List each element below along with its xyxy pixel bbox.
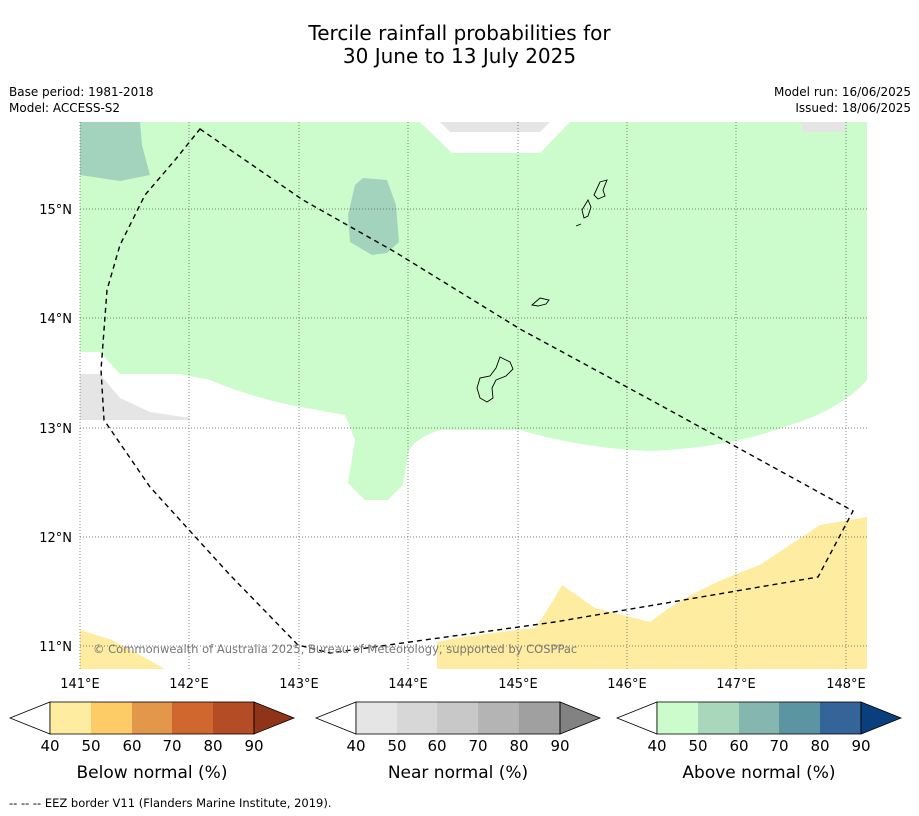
copyright-notice: © Commonwealth of Australia 2025, Bureau… [93, 642, 577, 656]
colorbar-above-normal: 40 50 60 70 80 90 Above normal (%) [615, 701, 903, 783]
lon-tick-label: 143°E [279, 677, 319, 692]
colorbar-tick: 90 [550, 737, 569, 755]
model-run: Model run: 16/06/2025 [773, 85, 911, 99]
lat-tick-label: 14°N [39, 312, 72, 327]
colorbar-below-bin [50, 702, 91, 734]
lon-tick-label: 147°E [716, 677, 756, 692]
lon-tick-label: 144°E [388, 677, 428, 692]
model-name: Model: ACCESS-S2 [9, 101, 121, 115]
island-outlines [476, 179, 608, 403]
colorbar-above-extend-low [615, 701, 658, 735]
eez-footnote: -- -- -- EEZ border V11 (Flanders Marine… [9, 796, 332, 810]
forecast-map: © Commonwealth of Australia 2025, Bureau… [39, 122, 867, 692]
colorbar-above-frame [656, 701, 862, 735]
lat-tick-label: 11°N [39, 640, 72, 655]
colorbar-below-extend-high [253, 701, 296, 735]
island-aguijan [575, 223, 582, 227]
above-normal-50-patch-central [348, 178, 399, 255]
colorbar-above-label: Above normal (%) [682, 763, 835, 783]
colorbar-above-bin [698, 702, 739, 734]
lon-tick-label: 141°E [60, 677, 100, 692]
colorbar-below-frame [49, 701, 255, 735]
colorbar-near-extend-high [559, 701, 602, 735]
colorbar-tick: 70 [468, 737, 487, 755]
colorbar-tick: 60 [427, 737, 446, 755]
colorbar-near-normal: 40 50 60 70 80 90 Near normal (%) [314, 701, 602, 783]
below-normal-40-region-southwest [80, 630, 165, 669]
colorbar-above-extend-high [860, 701, 903, 735]
colorbar-near-frame [355, 701, 561, 735]
near-normal-40-patch-north [440, 122, 550, 132]
lat-tick-label: 12°N [39, 531, 72, 546]
colorbar-near-extend-low [314, 701, 357, 735]
colorbar-near-bin [478, 702, 519, 734]
above-normal-50-patch-west [80, 122, 150, 181]
island-tinian [581, 199, 592, 219]
metadata-right: Model run: 16/06/2025 Issued: 18/06/2025 [774, 84, 911, 116]
lon-tick-label: 148°E [826, 677, 866, 692]
colorbar-below-normal: 40 50 60 70 80 90 Below normal (%) [8, 701, 296, 783]
lon-tick-label: 145°E [498, 677, 538, 692]
metadata-left: Base period: 1981-2018 Model: ACCESS-S2 [9, 84, 154, 116]
map-title: Tercile rainfall probabilities for 30 Ju… [0, 22, 919, 68]
colorbar-near-bin [437, 702, 478, 734]
colorbar-near-bin [356, 702, 397, 734]
above-normal-40-region [80, 122, 867, 500]
graticule [79, 122, 867, 669]
colorbar-below-bin [132, 702, 172, 734]
colorbar-below-bin [91, 702, 132, 734]
colorbar-tick: 50 [387, 737, 406, 755]
colorbar-tick: 80 [509, 737, 528, 755]
below-normal-40-region-southeast [437, 517, 867, 669]
colorbar-below-bin [213, 702, 254, 734]
colorbar-tick: 80 [810, 737, 829, 755]
colorbar-near-label: Near normal (%) [388, 763, 528, 783]
colorbar-tick: 80 [203, 737, 222, 755]
colorbar-below-label: Below normal (%) [77, 763, 228, 783]
colorbar-tick: 70 [769, 737, 788, 755]
colorbar-near-bin [519, 702, 560, 734]
colorbar-tick: 40 [346, 737, 365, 755]
colorbar-above-bin [779, 702, 820, 734]
island-saipan [593, 179, 608, 200]
lat-tick-label: 13°N [39, 422, 72, 437]
colorbar-tick: 90 [244, 737, 263, 755]
colorbar-tick: 50 [81, 737, 100, 755]
lat-tick-label: 15°N [39, 203, 72, 218]
title-line-1: Tercile rainfall probabilities for [308, 21, 611, 45]
colorbar-tick: 50 [688, 737, 707, 755]
lon-tick-label: 142°E [169, 677, 209, 692]
colorbar-tick: 90 [851, 737, 870, 755]
colorbar-tick: 60 [122, 737, 141, 755]
colorbar-tick: 70 [162, 737, 181, 755]
island-guam [476, 356, 514, 403]
title-line-2: 30 June to 13 July 2025 [342, 44, 577, 68]
colorbar-above-bin [657, 702, 698, 734]
near-normal-40-patch-west [80, 374, 190, 420]
colorbar-near-bin [397, 702, 437, 734]
colorbar-above-bin [739, 702, 779, 734]
colorbar-tick: 40 [647, 737, 666, 755]
colorbar-tick: 40 [40, 737, 59, 755]
lon-tick-label: 146°E [607, 677, 647, 692]
island-rota [530, 297, 550, 307]
colorbar-below-bin [172, 702, 213, 734]
base-period: Base period: 1981-2018 [9, 85, 154, 99]
issued-date: Issued: 18/06/2025 [795, 101, 911, 115]
colorbar-below-extend-low [8, 701, 51, 735]
colorbar-above-bin [820, 702, 861, 734]
colorbar-tick: 60 [729, 737, 748, 755]
colorbar-legends: 40 50 60 70 80 90 Below normal (%) 40 50… [8, 701, 903, 783]
near-normal-40-patch-northeast [802, 122, 845, 132]
